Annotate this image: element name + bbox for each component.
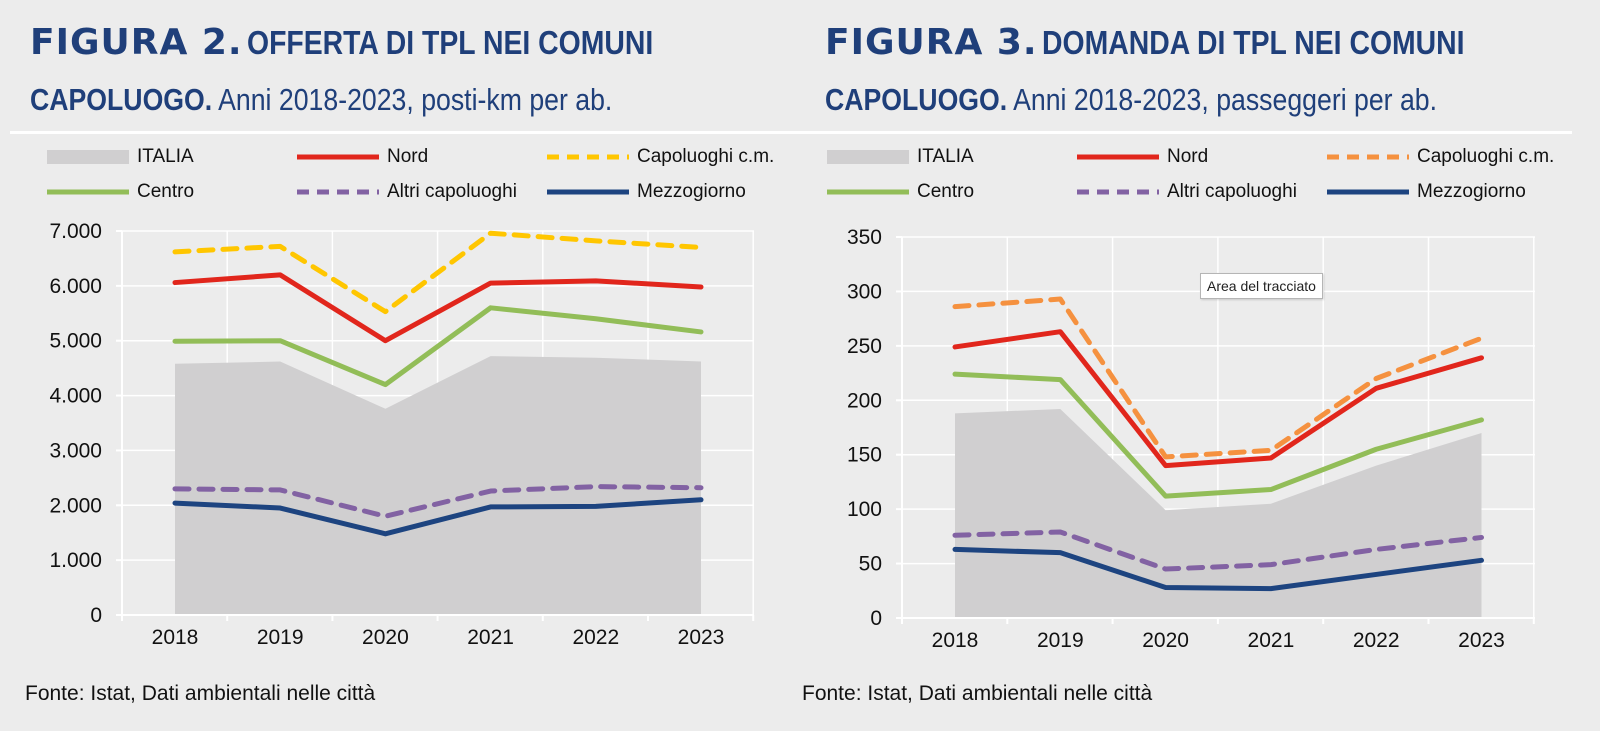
legend-item-nord: Nord: [1075, 145, 1208, 169]
x-tick-label: 2018: [152, 626, 199, 649]
legend-swatch-capoluoghi-c-m: [1327, 154, 1409, 160]
y-tick-label: 50: [859, 553, 882, 576]
series-line-centro: [172, 305, 704, 388]
series-line-capoluoghi-c-m: [952, 296, 1484, 460]
legend-label: ITALIA: [137, 146, 194, 167]
legend-item-capoluoghi-c-m: Capoluoghi c.m.: [545, 145, 774, 169]
y-tick-label: 0: [90, 604, 102, 627]
series-line-centro: [952, 371, 1484, 499]
title-divider: [10, 131, 800, 134]
series-line-altri-capoluoghi: [952, 529, 1484, 572]
legend-item-mezzogiorno: Mezzogiorno: [1325, 180, 1526, 204]
y-tick-label: 7.000: [49, 220, 102, 243]
figure-3-heading-2: CAPOLUOGO.: [825, 82, 1008, 117]
legend-item-altri-capoluoghi: Altri capoluoghi: [1075, 180, 1297, 204]
y-tick-label: 200: [847, 389, 882, 412]
figure-3-legend: ITALIA Nord Capoluoghi c.m. Centro Altri cap…: [825, 145, 1575, 215]
y-tick-label: 350: [847, 226, 882, 249]
legend-swatch-altri-capoluoghi: [1077, 189, 1159, 195]
y-tick-label: 100: [847, 498, 882, 521]
figure-3-panel: FIGURA 3. DOMANDA DI TPL NEI COMUNI CAPO…: [800, 0, 1600, 731]
x-tick-label: 2022: [572, 626, 619, 649]
y-tick-label: 5.000: [49, 330, 102, 353]
legend-label: Altri capoluoghi: [387, 181, 517, 202]
figure-3-title: FIGURA 3. DOMANDA DI TPL NEI COMUNI CAPO…: [825, 18, 1585, 125]
legend-swatch-mezzogiorno: [1327, 189, 1409, 195]
x-tick-label: 2023: [1458, 629, 1505, 652]
y-tick-label: 2.000: [49, 494, 102, 517]
legend-label: Capoluoghi c.m.: [1417, 146, 1555, 167]
legend-item-mezzogiorno: Mezzogiorno: [545, 180, 746, 204]
figure-2-legend: ITALIA Nord Capoluoghi c.m. Centro Altri cap…: [45, 145, 795, 215]
x-tick-label: 2023: [678, 626, 725, 649]
legend-item-centro: Centro: [825, 180, 974, 204]
y-tick-label: 250: [847, 335, 882, 358]
plot-area-tooltip: Area del tracciato: [1200, 273, 1323, 299]
x-tick-label: 2022: [1353, 629, 1400, 652]
legend-label: Mezzogiorno: [637, 181, 746, 202]
legend-label: Nord: [1167, 146, 1209, 167]
series-line-mezzogiorno: [172, 497, 704, 537]
legend-label: Centro: [137, 181, 195, 202]
x-tick-label: 2019: [257, 626, 304, 649]
figure-2-heading-2: CAPOLUOGO.: [30, 82, 213, 117]
legend-swatch-mezzogiorno: [547, 189, 629, 195]
x-tick-label: 2021: [1248, 629, 1295, 652]
figure-3-subtitle: Anni 2018-2023, passeggeri per ab.: [1013, 82, 1438, 117]
figure-2-heading: OFFERTA DI TPL NEI COMUNI: [247, 24, 654, 61]
y-tick-label: 3.000: [49, 439, 102, 462]
legend-item-nord: Nord: [295, 145, 428, 169]
figure-3-chart[interactable]: 0 50 100 150 200 250 300 350 2018 2019 2020 2021 202…: [800, 215, 1600, 655]
legend-item-centro: Centro: [45, 180, 194, 204]
legend-item-capoluoghi-c-m: Capoluoghi c.m.: [1325, 145, 1554, 169]
y-tick-label: 1.000: [49, 549, 102, 572]
y-tick-label: 6.000: [49, 275, 102, 298]
figure-3-heading: DOMANDA DI TPL NEI COMUNI: [1042, 24, 1465, 61]
legend-item-italia: ITALIA: [45, 145, 194, 169]
title-divider: [800, 131, 1572, 134]
legend-label: ITALIA: [917, 146, 974, 167]
y-tick-label: 0: [870, 607, 882, 630]
legend-item-italia: ITALIA: [825, 145, 974, 169]
legend-swatch-italia: [827, 150, 909, 164]
figure-2-title: FIGURA 2. OFFERTA DI TPL NEI COMUNI CAPO…: [30, 18, 790, 125]
x-tick-label: 2021: [467, 626, 514, 649]
x-tick-label: 2020: [1142, 629, 1189, 652]
figure-3-label: FIGURA 3.: [825, 22, 1038, 63]
y-tick-label: 4.000: [49, 385, 102, 408]
legend-swatch-capoluoghi-c-m: [547, 154, 629, 160]
x-tick-label: 2020: [362, 626, 409, 649]
series-line-nord: [172, 272, 704, 344]
series-line-mezzogiorno: [952, 546, 1484, 592]
figure-2-panel: FIGURA 2. OFFERTA DI TPL NEI COMUNI CAPO…: [10, 18, 800, 705]
series-line-capoluoghi-c-m: [172, 230, 704, 315]
x-tick-label: 2019: [1037, 629, 1084, 652]
series-line-nord: [952, 329, 1484, 469]
legend-label: Nord: [387, 146, 429, 167]
x-tick-label: 2018: [932, 629, 979, 652]
legend-swatch-nord: [297, 154, 379, 160]
figure-2-source: Fonte: Istat, Dati ambientali nelle citt…: [25, 682, 376, 705]
legend-swatch-nord: [1077, 154, 1159, 160]
legend-label: Mezzogiorno: [1417, 181, 1526, 202]
legend-swatch-centro: [47, 189, 129, 195]
series-area-italia: [175, 356, 701, 615]
figure-2-chart: 0 1.000 2.000 3.000 4.000 5.000 6.000 7.000 2018…: [49, 220, 755, 649]
figure-3-source: Fonte: Istat, Dati ambientali nelle citt…: [802, 682, 1153, 705]
legend-item-altri-capoluoghi: Altri capoluoghi: [295, 180, 517, 204]
figure-2-subtitle: Anni 2018-2023, posti-km per ab.: [218, 82, 613, 117]
figure-2-label: FIGURA 2.: [30, 22, 243, 63]
y-tick-label: 300: [847, 280, 882, 303]
series-area-italia: [955, 408, 1482, 618]
legend-swatch-altri-capoluoghi: [297, 189, 379, 195]
y-tick-label: 150: [847, 444, 882, 467]
series-line-altri-capoluoghi: [172, 484, 704, 519]
legend-label: Altri capoluoghi: [1167, 181, 1297, 202]
legend-label: Capoluoghi c.m.: [637, 146, 775, 167]
legend-swatch-italia: [47, 150, 129, 164]
legend-label: Centro: [917, 181, 975, 202]
legend-swatch-centro: [827, 189, 909, 195]
